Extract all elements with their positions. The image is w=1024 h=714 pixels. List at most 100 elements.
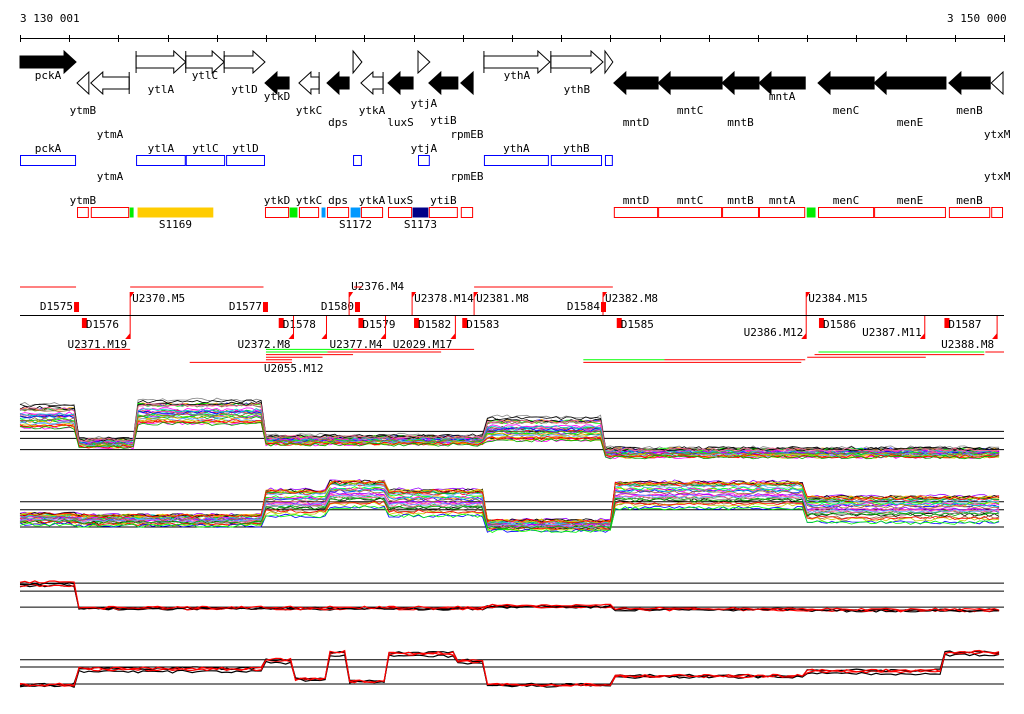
downshift-marker: [818, 318, 824, 328]
gene-box-label: pckA: [35, 142, 62, 155]
gene-label: ytlA: [148, 83, 175, 96]
upshift-flag: [450, 333, 456, 339]
expression-trace: [19, 408, 1000, 454]
gene-box-unnamed: [604, 155, 613, 166]
gene-box-ythA: [483, 155, 549, 166]
transcript-box-mntA: [758, 207, 806, 218]
transcript-box-mntD: [613, 207, 659, 218]
upshift-flag: [125, 333, 131, 339]
gene-box-unnamed: [353, 155, 362, 166]
downshift-label: D1575: [40, 300, 73, 313]
transcript-box-ytxM: [991, 207, 1004, 218]
transcript-label: S1173: [404, 218, 437, 231]
upshift-flag: [801, 333, 807, 339]
gene-arrow-dps: [326, 70, 350, 96]
gene-arrow-ytkD: [264, 70, 290, 96]
transcript-label: ytkD: [264, 194, 291, 207]
transcript-box-green: [129, 207, 134, 218]
transcript-box-mntB: [722, 207, 759, 218]
gene-arrow-unnamed: [604, 49, 614, 75]
gene-label: ytxM: [984, 128, 1011, 141]
gene-box-pckA: [20, 155, 77, 166]
gene-box-label: ythA: [503, 142, 530, 155]
expression-trace: [19, 580, 1000, 612]
gene-label: luxS: [387, 116, 414, 129]
downshift-label: D1577: [229, 300, 262, 313]
transcript-box-ytmB: [77, 207, 89, 218]
gene-label: ytmB: [70, 104, 97, 117]
expression-trace: [19, 399, 1000, 451]
gene-arrow-pckA: [19, 49, 77, 75]
gene-arrow-ytxM: [990, 70, 1004, 96]
gene-label: menB: [956, 104, 983, 117]
expression-trace: [19, 497, 1000, 530]
gene-label: ytkC: [296, 104, 323, 117]
transcript-label: mntA: [769, 194, 796, 207]
expression-trace: [19, 505, 1000, 533]
transcript-label: mntD: [623, 194, 650, 207]
expression-trace: [19, 649, 1000, 687]
gene-label: rpmEB: [450, 128, 483, 141]
gene-arrow-ytmA: [90, 70, 130, 96]
gene-arrow-ytjA: [417, 49, 431, 75]
expression-trace: [19, 480, 1000, 523]
transcript-box-S1173: [412, 207, 429, 218]
expression-trace: [19, 402, 1000, 452]
expression-trace: [19, 500, 1000, 531]
downshift-label: D1587: [948, 318, 981, 331]
gene-label: ytlD: [231, 83, 258, 96]
upshift-flag: [806, 292, 811, 298]
downshift-label: D1579: [362, 318, 395, 331]
gene-box-label: ythB: [563, 142, 590, 155]
gene-arrow-mntB: [721, 70, 760, 96]
gene-label: ythB: [564, 83, 591, 96]
downshift-marker: [354, 302, 360, 312]
transcript-box-green: [289, 207, 298, 218]
upshift-label: U2384.M15: [808, 292, 868, 305]
upshift-label: U2376.M4: [351, 280, 404, 293]
gene-label: pckA: [35, 69, 62, 82]
gene-arrow-unnamed: [352, 49, 363, 75]
transcript-box-menC: [818, 207, 875, 218]
downshift-label: D1584: [567, 300, 600, 313]
upshift-flag: [288, 333, 294, 339]
upshift-label: U2370.M5: [132, 292, 185, 305]
upshift-flag: [474, 292, 479, 298]
transcript-box-mntC: [658, 207, 723, 218]
gene-arrow-ytkC: [298, 70, 320, 96]
gene-arrow-menB: [948, 70, 991, 96]
transcript-label: rpmEB: [450, 170, 483, 183]
expression-panel-2: [19, 479, 1004, 533]
gene-label: mntA: [769, 90, 796, 103]
expression-panel-1: [19, 397, 1004, 460]
transcript-label: luxS: [387, 194, 414, 207]
downshift-label: D1578: [283, 318, 316, 331]
transcript-label: ytmA: [97, 170, 124, 183]
expression-trace: [19, 582, 1000, 612]
expression-trace: [19, 653, 1000, 688]
upshift-label: U2055.M12: [264, 362, 324, 375]
gene-box-ytlD: [226, 155, 265, 166]
downshift-label: D1582: [418, 318, 451, 331]
transcript-box-ytkD: [264, 207, 290, 218]
upshift-flag: [321, 333, 327, 339]
expression-trace: [19, 421, 1000, 460]
gene-box-ytlC: [185, 155, 226, 166]
transcript-box-ytiB: [428, 207, 458, 218]
expression-trace: [19, 421, 1000, 460]
gene-box-label: ytlC: [192, 142, 219, 155]
expression-trace: [19, 494, 1000, 529]
expression-trace: [19, 402, 1000, 452]
upshift-label: U2029.M17: [393, 338, 453, 351]
downshift-marker: [414, 318, 420, 328]
downshift-label: D1576: [86, 318, 119, 331]
gene-arrow-ytlA: [135, 49, 187, 75]
downshift-marker: [74, 302, 80, 312]
transcript-box-ytmA: [90, 207, 130, 218]
upshift-label: U2372.M8: [238, 338, 291, 351]
upshift-label: U2388.M8: [941, 338, 994, 351]
gene-label: ytkA: [359, 104, 386, 117]
downshift-label: D1586: [823, 318, 856, 331]
